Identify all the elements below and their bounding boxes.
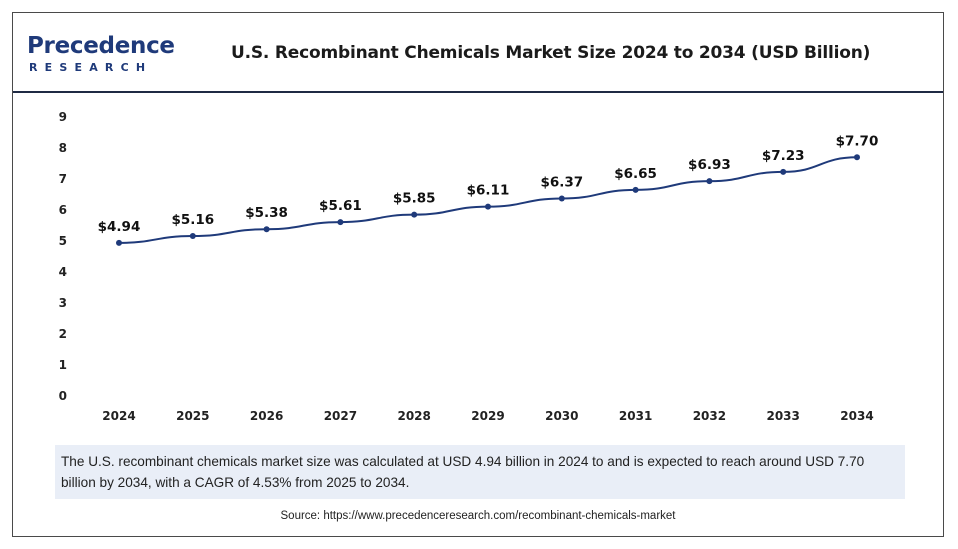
y-tick-label: 0	[59, 389, 67, 403]
data-labels: $4.94 $5.16 $5.38 $5.61 $5.85 $6.11 $6.37 $6.65…	[98, 133, 879, 235]
data-point	[116, 239, 122, 246]
logo-wordmark: Precedence	[27, 33, 175, 59]
data-label: $6.37	[540, 175, 583, 191]
data-points	[116, 154, 860, 246]
x-tick-label: 2026	[250, 409, 283, 423]
y-tick-label: 4	[59, 265, 67, 279]
chart-title: U.S. Recombinant Chemicals Market Size 2…	[231, 43, 871, 63]
x-tick-label: 2029	[471, 409, 504, 423]
data-label: $6.11	[467, 183, 510, 199]
y-tick-label: 2	[59, 327, 67, 341]
data-point	[189, 233, 196, 240]
infographic-frame: Precedence RESEARCH U.S. Recombinant Che…	[12, 12, 944, 537]
y-tick-label: 5	[59, 234, 67, 248]
x-tick-label: 2034	[840, 409, 873, 423]
y-tick-label: 8	[59, 141, 67, 155]
header: Precedence RESEARCH U.S. Recombinant Che…	[13, 13, 943, 93]
series-line	[118, 156, 858, 244]
x-tick-label: 2024	[102, 409, 135, 423]
x-tick-label: 2030	[545, 409, 578, 423]
summary-text: The U.S. recombinant chemicals market si…	[61, 454, 865, 490]
data-point	[485, 203, 491, 210]
data-label: $5.38	[245, 205, 288, 221]
data-label: $5.61	[319, 198, 362, 214]
data-label: $4.94	[98, 219, 141, 235]
data-point	[263, 226, 270, 233]
x-tick-label: 2031	[619, 409, 652, 423]
x-tick-label: 2028	[397, 409, 430, 423]
x-tick-label: 2033	[766, 409, 799, 423]
x-tick-label: 2032	[693, 409, 726, 423]
y-tick-label: 6	[59, 203, 67, 217]
data-label: $7.23	[762, 148, 805, 164]
data-point	[632, 186, 639, 193]
data-label: $5.85	[393, 191, 436, 207]
data-label: $5.16	[171, 212, 214, 228]
source-note: Source: https://www.precedenceresearch.c…	[280, 510, 676, 522]
data-point	[558, 195, 565, 202]
data-label: $6.65	[614, 166, 657, 182]
data-point	[706, 178, 713, 185]
x-tick-label: 2027	[324, 409, 357, 423]
summary-box: The U.S. recombinant chemicals market si…	[55, 445, 905, 499]
y-tick-label: 3	[59, 296, 67, 310]
data-point	[337, 219, 344, 226]
data-point	[780, 168, 787, 175]
y-tick-label: 1	[59, 358, 67, 372]
x-axis: 2024 2025 2026 2027 2028 2029 2030 2031 2032 2033…	[102, 409, 873, 423]
data-label: $7.70	[836, 133, 879, 149]
data-label: $6.93	[688, 157, 731, 173]
y-axis: 0 1 2 3 4 5 6 7 8 9	[59, 110, 67, 403]
precedence-research-logo: Precedence RESEARCH	[27, 33, 175, 77]
x-tick-label: 2025	[176, 409, 209, 423]
y-tick-label: 7	[59, 172, 67, 186]
y-tick-label: 9	[59, 110, 67, 124]
data-point	[411, 211, 418, 218]
data-point	[854, 154, 860, 161]
logo-subtitle: RESEARCH	[29, 61, 153, 74]
